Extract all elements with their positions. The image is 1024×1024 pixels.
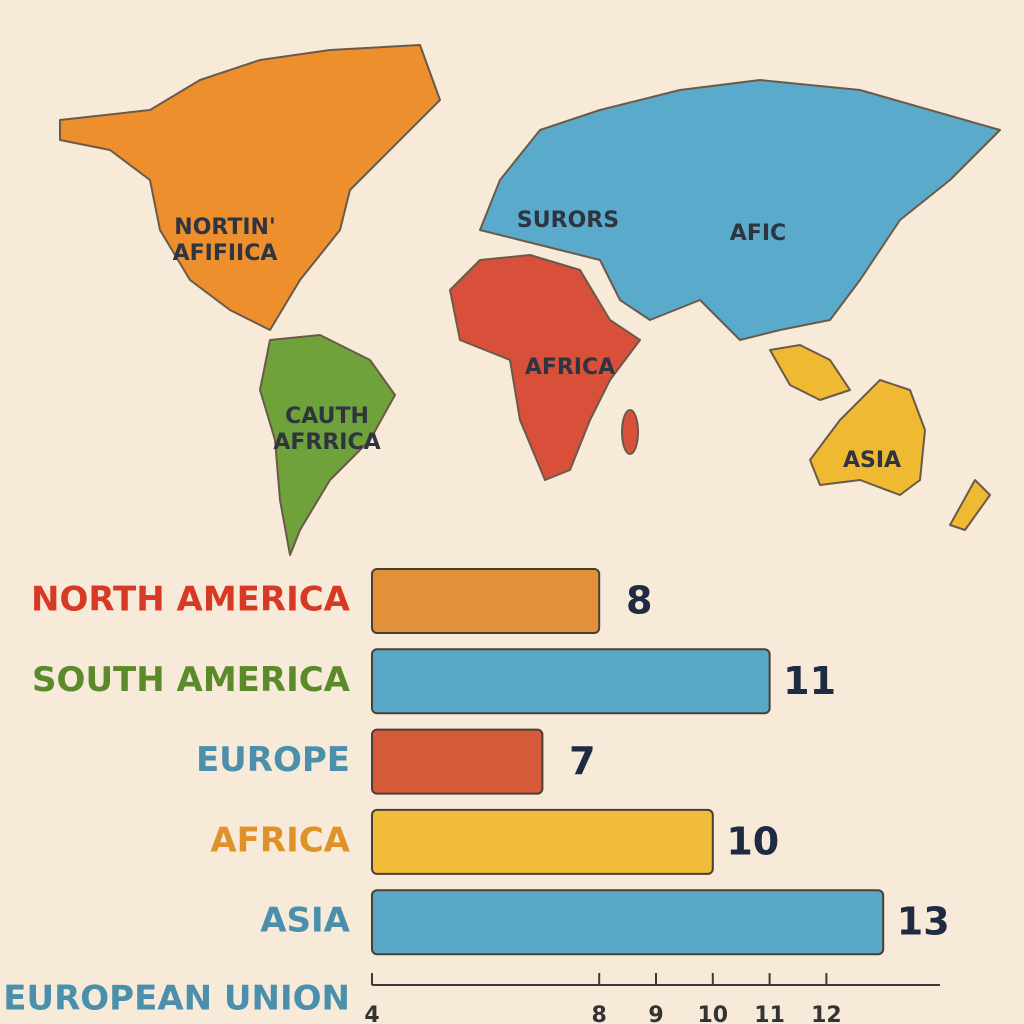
x-tick-label: 9 — [648, 1003, 663, 1024]
south-america — [259, 334, 396, 556]
madagascar — [621, 409, 639, 455]
world-map — [59, 44, 1001, 556]
category-label: EUROPEAN UNION — [3, 979, 350, 1019]
category-label: EUROPE — [196, 740, 350, 780]
category-label: SOUTH AMERICA — [32, 660, 351, 700]
bar — [371, 648, 771, 715]
value-label: 11 — [783, 659, 836, 703]
africa — [449, 254, 641, 481]
map-label: AFIC — [730, 221, 786, 246]
islands — [769, 344, 851, 401]
x-tick-label: 11 — [754, 1003, 785, 1024]
value-label: 8 — [626, 579, 652, 623]
value-label: 10 — [726, 819, 779, 863]
map-label: AFRICA — [525, 355, 615, 380]
x-tick-label: 10 — [697, 1003, 728, 1024]
category-label: NORTH AMERICA — [31, 580, 351, 620]
map-label: ASIA — [843, 448, 901, 473]
eurasia — [479, 79, 1001, 341]
bar — [371, 808, 714, 875]
category-label: ASIA — [260, 901, 350, 941]
value-label: 13 — [897, 900, 950, 944]
x-tick-label: 4 — [364, 1003, 379, 1024]
map-labels: NORTIN'AFIFIICA SURORS AFIC AFRICA CAUTHAFRR… — [173, 208, 901, 473]
category-label: AFRICA — [210, 820, 350, 860]
bar-chart: NORTH AMERICA 8 SOUTH AMERICA 11 EUROPE 7 AFRI… — [3, 568, 950, 1024]
australia — [809, 379, 926, 496]
map-label: AFIFIICA — [173, 241, 278, 266]
x-tick-label: 12 — [811, 1003, 842, 1024]
new-zealand — [949, 479, 991, 531]
map-label: NORTIN' — [174, 215, 275, 240]
map-label: SURORS — [517, 208, 619, 233]
x-tick-label: 8 — [592, 1003, 607, 1024]
map-label: CAUTH — [285, 404, 369, 429]
north-america — [59, 44, 441, 331]
bar — [371, 728, 544, 795]
bar — [371, 889, 885, 956]
map-label: AFRRICA — [273, 430, 380, 455]
bar — [371, 568, 601, 634]
value-label: 7 — [569, 739, 595, 783]
